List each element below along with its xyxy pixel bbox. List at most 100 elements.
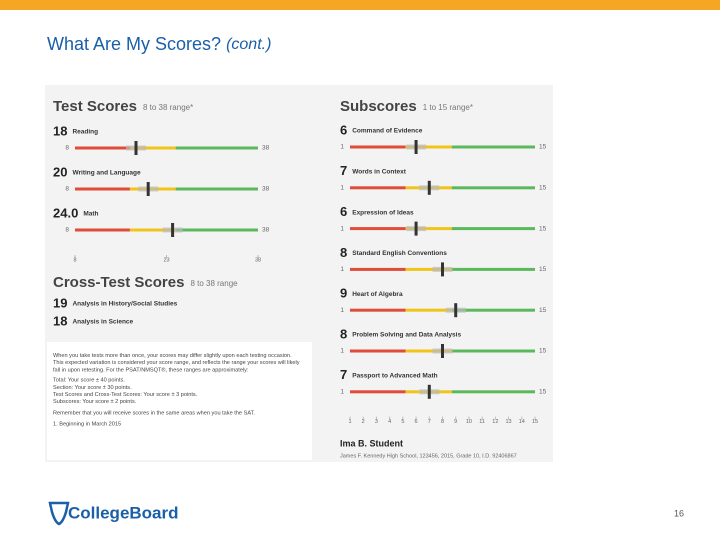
bar-high [451,308,535,312]
score: 20 [53,164,67,179]
axis-tick-label: 1 [348,419,351,425]
score-name: Heart of Algebra [352,291,403,298]
score-marker [134,141,138,155]
score-name: Analysis in Science [72,319,133,326]
bar-high [451,186,535,190]
range-max: 15 [539,389,547,396]
bar-low [350,349,406,353]
bar-mid [405,227,452,231]
logo-shield [48,501,70,526]
range-min: 1 [340,389,344,396]
score-name: Expression of Ideas [352,209,414,216]
notes-box [47,342,312,460]
score: 19 [53,295,67,310]
section-range: 1 to 15 range* [423,103,473,112]
note-line: Remember that you will receive scores in… [53,411,255,417]
score: 24.0 [53,205,78,220]
score-marker [427,384,431,399]
score: 6 [340,204,347,219]
section-title: Test Scores [53,98,137,115]
bar-low [350,308,406,312]
axis-tick-label: 7 [428,419,431,425]
axis-tick-label: 8 [441,419,444,425]
bar-high [175,187,258,191]
score-marker [171,223,175,237]
note-line: fall in upon retesting. For the PSAT/NMS… [53,367,249,374]
section-range: 8 to 38 range [190,279,238,288]
score-marker [427,180,431,195]
section-title: Subscores [340,98,417,115]
score-marker [441,262,444,277]
note-text: Subscores: Your score ± 2 points. [53,400,137,406]
bar-mid [405,308,452,312]
bar-high [451,267,535,271]
range-max: 38 [262,186,270,193]
bar-mid [129,228,176,232]
note-line: Section: Your score ± 30 points. [53,385,132,391]
range-max: 15 [539,307,547,314]
score: 7 [340,163,347,178]
note-text: Test Scores and Cross-Test Scores: Your … [53,392,198,398]
axis-tick-label: 8 [73,257,76,263]
bar-mid [405,267,452,271]
score: 6 [340,122,347,137]
section-range: 8 to 38 range* [143,103,193,112]
bar-mid [129,146,176,150]
range-min: 1 [340,266,344,273]
bar-low [350,186,406,190]
score: 7 [340,367,347,382]
note-text: Section: Your score ± 30 points. [53,385,132,391]
note-text: When you take tests more than once, your… [53,353,300,373]
range-min: 8 [65,227,69,234]
note-text: Total: Your score ± 40 points. [53,378,125,384]
note-text: Remember that you will receive scores in… [53,411,255,417]
bar-low [350,227,406,231]
axis-tick-label: 23 [163,257,169,263]
axis-tick-label: 5 [401,419,404,425]
axis-tick-label: 38 [255,257,261,263]
range-max: 15 [539,348,547,355]
bar-high [451,145,535,149]
title-main: What Are My Scores? [47,34,221,54]
axis-tick-label: 4 [388,419,391,425]
score: 9 [340,286,347,301]
top-bar [0,0,720,10]
score-name: Words in Context [352,169,407,176]
bar-high [451,227,535,231]
range-max: 38 [262,227,270,234]
score-name: Standard English Conventions [352,250,447,257]
score: 8 [340,326,347,341]
score: 18 [53,123,67,138]
axis-tick-label: 10 [466,419,472,425]
bar-low [75,228,130,232]
bar-low [75,146,130,150]
axis-tick-label: 13 [506,419,512,425]
bar-low [350,390,406,394]
score-name: Reading [72,129,98,136]
score: 8 [340,245,347,260]
score-marker [454,303,458,318]
axis-tick-label: 15 [532,419,538,425]
range-min: 1 [340,307,344,314]
page-number: 16 [674,508,684,518]
note-line: Total: Your score ± 40 points. [53,378,125,384]
range-max: 38 [262,145,270,152]
score-marker [441,344,444,358]
bar-high [451,349,535,353]
range-min: 8 [65,186,69,193]
score-name: Command of Evidence [352,128,422,135]
bar-low [350,267,406,271]
score-marker [414,140,418,154]
score-marker [146,182,150,196]
note-text: 1. Beginning in March 2015 [53,422,121,428]
score: 18 [53,313,67,328]
bar-mid [405,349,452,353]
note-line: When you take tests more than once, your… [53,353,292,359]
section-title: Cross-Test Scores [53,274,184,291]
axis-tick-label: 3 [375,419,378,425]
note-line: 1. Beginning in March 2015 [53,422,121,428]
range-min: 1 [340,144,344,151]
axis-tick-label: 14 [519,419,525,425]
note-line: Test Scores and Cross-Test Scores: Your … [53,392,198,398]
